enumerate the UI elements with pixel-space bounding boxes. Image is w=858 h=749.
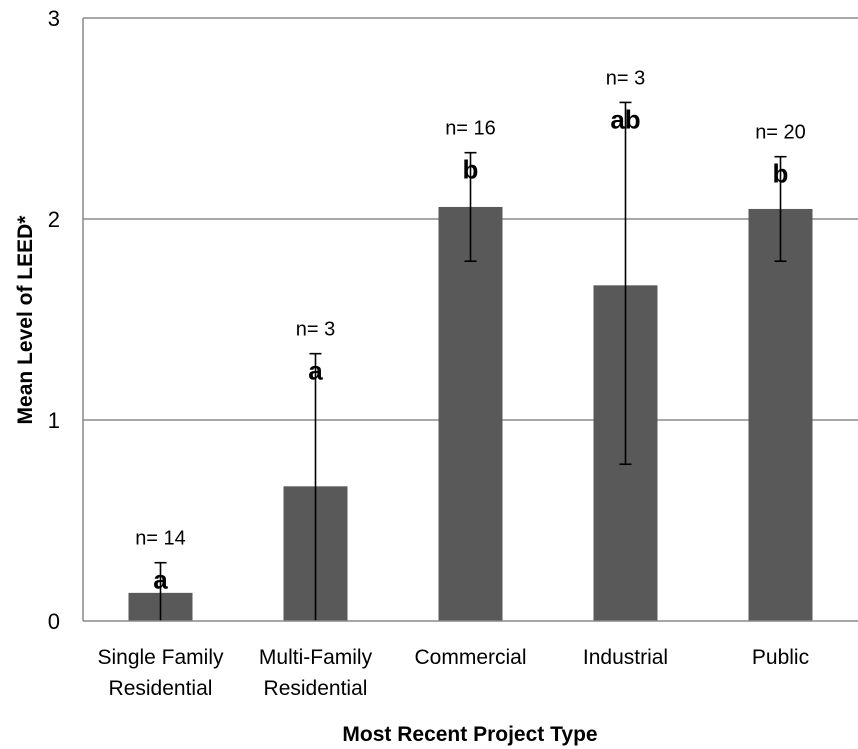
error-bar	[619, 101, 632, 466]
sample-size-label: n= 14	[135, 528, 186, 550]
x-category-label: Industrial	[583, 646, 668, 669]
y-tick-labels: 0 1 2 3	[48, 6, 60, 634]
sample-size-label: n= 3	[606, 67, 645, 89]
y-axis-title: Mean Level of LEED*	[14, 215, 37, 425]
x-category-label: Residential	[264, 677, 368, 700]
error-bar	[154, 561, 167, 621]
y-tick-label: 3	[48, 6, 60, 31]
bar	[748, 208, 813, 621]
x-category-label: Residential	[109, 677, 213, 700]
annotations: a n= 14 a n= 3 b n= 16 ab n= 3 b n= 20	[135, 67, 806, 594]
error-bar	[774, 155, 787, 263]
y-tick-label: 2	[48, 207, 60, 232]
sample-size-label: n= 20	[755, 122, 806, 144]
x-category-label: Multi-Family	[259, 646, 373, 669]
x-category-label: Single Family	[97, 646, 224, 669]
x-category-label: Public	[752, 646, 809, 669]
y-tick-label: 0	[48, 609, 60, 634]
sample-size-label: n= 3	[296, 319, 335, 341]
significance-label: b	[773, 159, 789, 189]
error-bar	[309, 352, 322, 621]
significance-label: ab	[610, 104, 640, 134]
significance-label: a	[308, 356, 323, 386]
error-bars	[154, 101, 787, 621]
error-bar	[464, 151, 477, 263]
significance-label: a	[153, 565, 168, 595]
x-category-labels: Single Family Residential Multi-Family Resi…	[97, 646, 809, 700]
x-axis-title: Most Recent Project Type	[342, 723, 597, 746]
x-category-label: Commercial	[414, 646, 526, 669]
sample-size-label: n= 16	[445, 118, 496, 140]
significance-label: b	[463, 155, 479, 185]
bar	[438, 206, 503, 621]
bars	[128, 206, 813, 621]
y-tick-label: 1	[48, 408, 60, 433]
